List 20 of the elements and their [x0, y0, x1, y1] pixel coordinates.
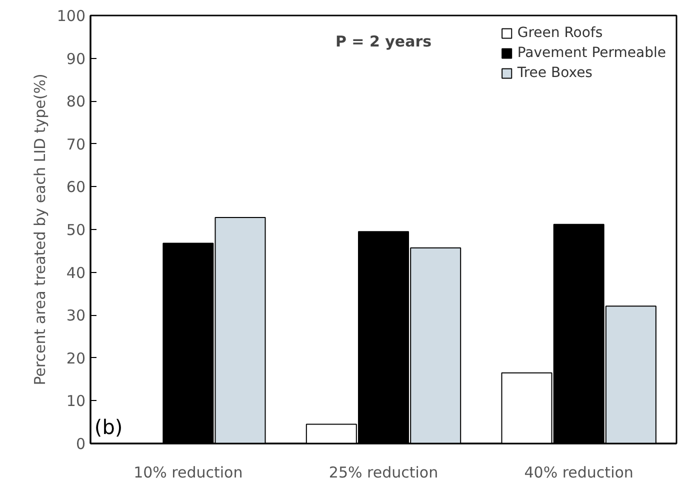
y-tick-label: 90 [66, 50, 86, 68]
annotation: (b) [94, 415, 123, 440]
y-axis-title: Percent area treated by each LID type(%) [30, 74, 49, 386]
x-tick-label: 25% reduction [328, 464, 438, 482]
legend-label: Pavement Permeable [517, 45, 666, 61]
y-tick-label: 10 [66, 392, 86, 410]
y-tick-label: 40 [66, 264, 86, 282]
y-tick-label: 60 [66, 178, 86, 196]
y-tick-label: 0 [76, 435, 86, 453]
y-tick-label: 50 [66, 221, 86, 239]
y-tick-label: 30 [66, 306, 86, 325]
y-tick-label: 80 [66, 92, 86, 111]
y-tick-label: 100 [56, 7, 86, 25]
x-tick-label: 10% reduction [134, 464, 243, 482]
legend-label: Tree Boxes [517, 65, 592, 81]
y-tick-label: 70 [66, 135, 86, 154]
x-tick-label: 40% reduction [524, 464, 634, 482]
legend-label: Green Roofs [517, 25, 603, 41]
annotation: P = 2 years [335, 32, 432, 51]
y-tick-label: 20 [66, 349, 86, 368]
